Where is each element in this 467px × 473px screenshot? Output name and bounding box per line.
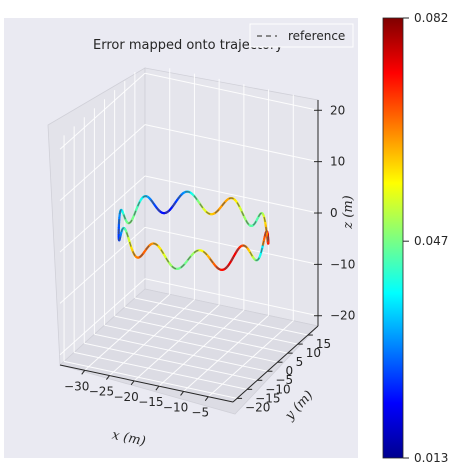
trajectory-segment [261,244,264,250]
x-tick [130,380,135,386]
z-tick-label: 10 [330,155,345,169]
x-tick-label: −5 [191,406,209,420]
grid-y-floor [74,351,248,390]
y-tick-label: 15 [316,337,331,351]
y-tick-label: −15 [255,391,280,405]
x-tick-label: −30 [64,379,89,393]
y-tick-label: 10 [306,346,321,360]
grid-z-back [144,124,319,163]
colorbar-gradient [382,17,404,459]
back-pane [144,67,319,327]
z-tick-label: −20 [330,309,355,323]
x-tick [106,375,110,380]
grid-z-back [144,278,319,317]
grid-z-back [144,175,319,214]
grid-y-floor [94,333,268,372]
trajectory [117,190,270,271]
y-tick-label: −5 [275,373,293,387]
x-tick-label: −10 [163,400,188,414]
colorbar-tick-label: 0.082 [414,11,448,25]
z-tick-label: 20 [330,103,345,117]
legend: reference [249,23,354,48]
grid-z-left [59,124,146,202]
grid-y-floor [124,306,298,345]
colorbar: 0.013 0.047 0.082 [382,11,448,465]
x-tick-label: −25 [89,385,114,399]
grid-z-back [144,72,319,111]
z-axis-label: z (m) [341,195,356,229]
x-tick [81,369,86,375]
grid-lines [59,68,319,399]
colorbar-ticks: 0.013 0.047 0.082 [403,11,448,465]
y-tick-label: −20 [245,400,270,414]
y-tick-label: −10 [265,382,290,396]
z-tick-label: 0 [330,206,338,220]
z-tick-label: −10 [330,257,355,271]
x-tick-label: −15 [138,395,163,409]
grid-y-floor [114,315,288,354]
axes: −30 −25 −20 −15 −10 −5 −20−15−10−5051015−20−10… [59,100,356,450]
grid-z-left [59,175,146,253]
grid-z-back [144,226,319,265]
x-tick-label: −20 [113,390,138,404]
grid-y-floor [84,342,258,381]
grid-y-floor [63,360,238,399]
grid-z-left [59,278,146,356]
reference-trajectory [118,191,269,271]
grid-z-left [59,72,146,150]
x-axis-label: x (m) [111,428,147,450]
y-tick-label: 0 [286,364,294,378]
chart-title: Error mapped onto trajectory [93,38,283,53]
y-tick-label: 5 [296,355,304,369]
x-tick [155,385,160,391]
colorbar-tick-label: 0.047 [414,234,448,248]
x-tick [204,396,209,402]
legend-box [249,23,354,48]
grid-y-floor [134,297,308,336]
x-tick [180,391,184,396]
grid-y-floor [104,324,278,363]
colorbar-tick-label: 0.013 [414,451,448,465]
grid-z-left [59,226,146,304]
legend-reference-label: reference [288,29,345,43]
x-axis-line [59,364,234,403]
